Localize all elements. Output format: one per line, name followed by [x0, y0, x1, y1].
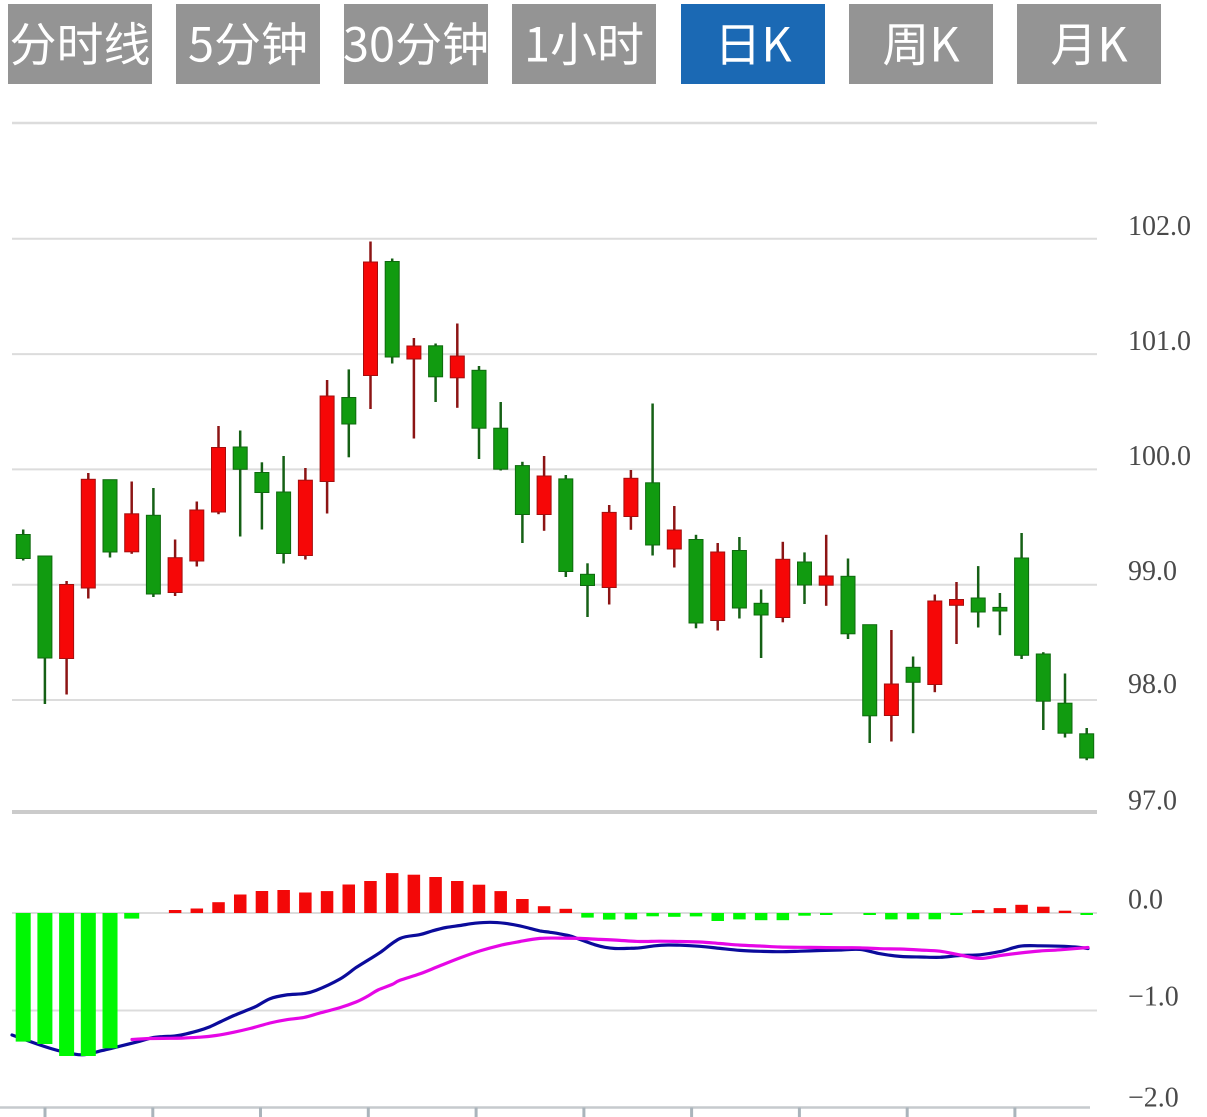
svg-text:101.0: 101.0: [1128, 326, 1191, 357]
svg-text:98.0: 98.0: [1128, 669, 1177, 700]
svg-text:97.0: 97.0: [1128, 786, 1177, 817]
svg-text:100.0: 100.0: [1128, 441, 1191, 472]
svg-text:99.0: 99.0: [1128, 556, 1177, 587]
svg-text:−1.0: −1.0: [1128, 981, 1179, 1012]
svg-text:0.0: 0.0: [1128, 885, 1163, 916]
svg-text:102.0: 102.0: [1128, 211, 1191, 242]
svg-text:−2.0: −2.0: [1128, 1083, 1179, 1114]
